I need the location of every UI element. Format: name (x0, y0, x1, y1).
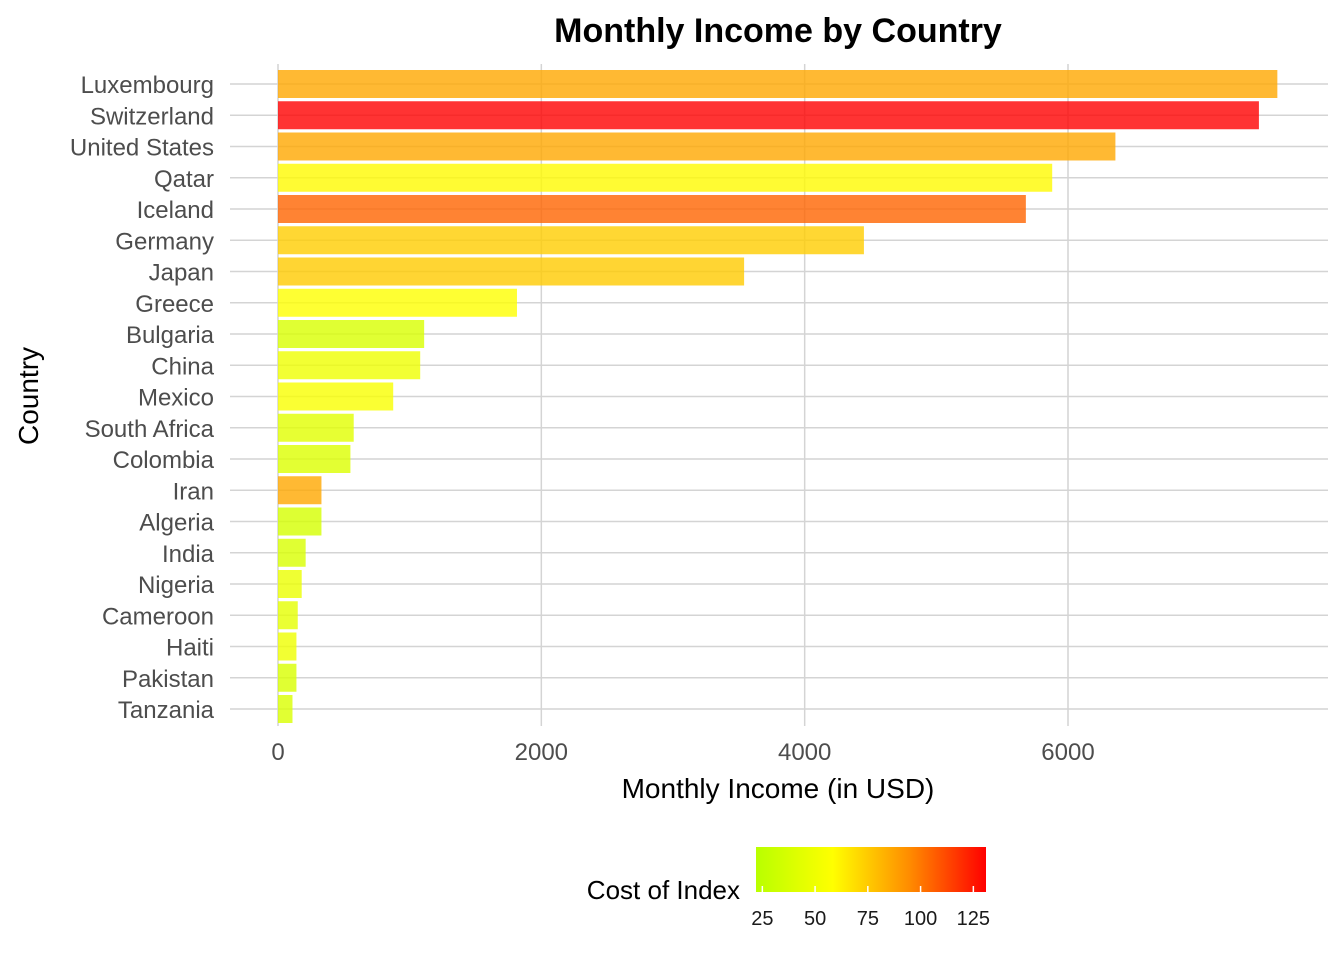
bar-switzerland (278, 101, 1259, 130)
legend-tick-label: 75 (857, 908, 879, 930)
y-tick-label: Mexico (138, 385, 214, 412)
x-tick-label: 0 (271, 739, 284, 766)
bar-haiti (278, 632, 297, 661)
bar-cameroon (278, 601, 298, 630)
legend-tick-label: 100 (904, 908, 937, 930)
y-tick-label: Luxembourg (81, 72, 214, 99)
y-axis-ticks: Luxembourg Switzerland United States Qatar I… (70, 72, 215, 724)
y-tick-label: Switzerland (90, 103, 214, 130)
y-tick-label: Colombia (113, 447, 215, 474)
y-tick-label: South Africa (85, 416, 215, 443)
bar-iceland (278, 195, 1026, 223)
y-tick-label: China (151, 353, 214, 380)
legend-title: Cost of Index (587, 875, 740, 905)
y-axis-title: Country (13, 347, 44, 445)
legend-tick-label: 50 (804, 908, 826, 930)
bar-pakistan (278, 663, 297, 692)
bar-algeria (278, 507, 322, 536)
bar-china (278, 351, 421, 380)
bar-luxembourg (278, 70, 1278, 98)
y-tick-label: Qatar (154, 166, 214, 193)
y-tick-label: Tanzania (118, 697, 215, 724)
chart-title: Monthly Income by Country (554, 12, 1002, 50)
grid (230, 64, 1328, 726)
y-tick-label: Greece (135, 291, 214, 318)
legend-tick-label: 125 (957, 908, 990, 930)
legend-colorbar (756, 847, 986, 892)
bar-india (278, 538, 306, 567)
y-tick-label: Germany (115, 228, 214, 255)
bar-south-africa (278, 413, 354, 442)
bar-united-states (278, 132, 1116, 161)
bar-iran (278, 476, 322, 505)
bar-japan (278, 257, 745, 286)
y-tick-label: Japan (149, 260, 214, 287)
x-tick-label: 4000 (778, 739, 831, 766)
bar-qatar (278, 163, 1053, 192)
y-tick-label: Iran (173, 478, 214, 505)
y-tick-label: India (162, 541, 215, 568)
bar-tanzania (278, 695, 293, 723)
bar-germany (278, 226, 864, 255)
y-tick-label: Haiti (166, 635, 214, 662)
legend-ticks: 25 50 75 100 125 (751, 886, 990, 930)
y-tick-label: Nigeria (138, 572, 215, 599)
y-tick-label: Iceland (137, 197, 214, 224)
bar-colombia (278, 445, 351, 473)
x-axis-title: Monthly Income (in USD) (622, 773, 935, 804)
legend-tick-label: 25 (751, 908, 773, 930)
x-tick-label: 6000 (1041, 739, 1094, 766)
legend: Cost of Index 25 50 75 100 125 (587, 847, 990, 930)
bar-mexico (278, 382, 394, 411)
bar-greece (278, 288, 517, 317)
x-axis-ticks: 0 2000 4000 6000 (271, 739, 1094, 766)
y-tick-label: Cameroon (102, 603, 214, 630)
bar-bulgaria (278, 320, 425, 348)
y-tick-label: Pakistan (122, 666, 214, 693)
bar-nigeria (278, 570, 302, 598)
bars (278, 70, 1278, 723)
y-tick-label: Algeria (139, 510, 214, 537)
x-tick-label: 2000 (515, 739, 568, 766)
y-tick-label: United States (70, 135, 214, 162)
y-tick-label: Bulgaria (126, 322, 215, 349)
